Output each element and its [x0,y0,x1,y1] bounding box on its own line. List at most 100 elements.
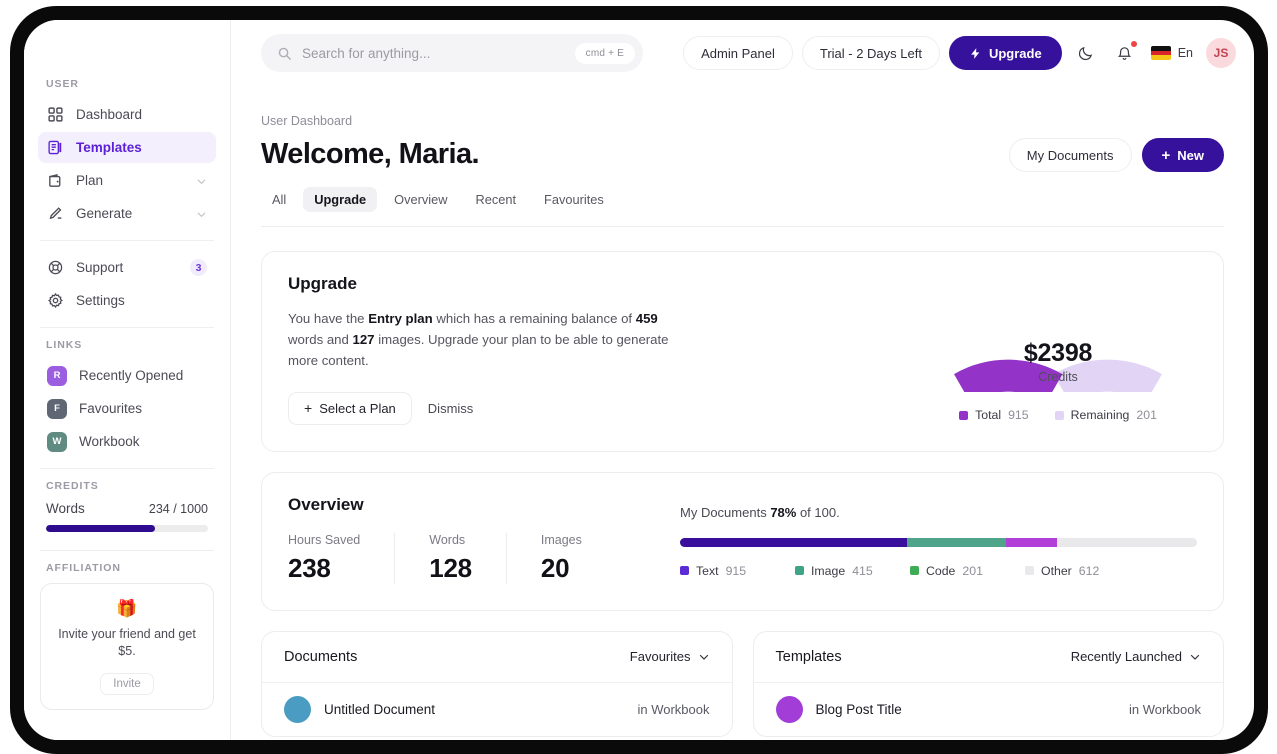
sidebar-link-recently-opened-label: Recently Opened [79,368,184,383]
legend-item-text: Text 915 [680,564,795,578]
sidebar-item-generate-label: Generate [76,206,133,221]
upgrade-text-2: which has a remaining balance of [432,311,636,326]
legend-item-other: Other 612 [1025,564,1140,578]
overview-card-left: Overview Hours Saved 238 Words 128 Image… [288,495,680,584]
admin-panel-button[interactable]: Admin Panel [683,36,793,70]
page-title: Welcome, Maria. [261,138,480,170]
credits-label: Words [46,501,85,516]
templates-filter-dropdown[interactable]: Recently Launched [1071,649,1201,664]
topbar-actions: Admin Panel Trial - 2 Days Left Upgrade [683,36,1236,70]
workbook-icon: W [47,431,67,452]
sidebar-item-generate[interactable]: Generate [38,198,216,229]
legend-value-image: 415 [852,563,873,578]
legend-label-code: Code [926,563,956,578]
sidebar-item-settings[interactable]: Settings [38,285,216,316]
chevron-down-icon [196,208,207,219]
overview-stats: Hours Saved 238 Words 128 Images 20 [288,532,680,584]
sidebar-item-plan[interactable]: Plan [38,165,216,196]
usage-segment-text [680,537,908,547]
bolt-icon [969,47,982,60]
breadcrumb: User Dashboard [261,114,353,128]
stat-hours-saved-label: Hours Saved [288,532,361,547]
legend-item-code: Code 201 [910,564,1025,578]
header-divider [261,226,1224,227]
sidebar-group-credits-label: CREDITS [46,480,99,492]
stat-images-label: Images [540,532,582,547]
grid-icon [47,106,64,123]
invite-button[interactable]: Invite [100,672,154,695]
stat-images: Images 20 [541,533,616,584]
dismiss-button[interactable]: Dismiss [427,400,474,416]
legend-item-remaining: Remaining 201 [1054,408,1157,422]
upgrade-images-count: 127 [352,331,375,347]
wallet-icon [47,172,64,189]
stat-hours-saved: Hours Saved 238 [288,532,396,584]
upgrade-card: Upgrade You have the Entry plan which ha… [261,251,1224,452]
template-avatar [775,695,803,723]
upgrade-words-count: 459 [635,311,658,326]
upgrade-card-title: Upgrade [288,274,357,293]
upgrade-card-actions: + Select a Plan Dismiss [288,391,688,425]
plus-icon: + [1161,146,1171,164]
sidebar-link-workbook[interactable]: W Workbook [38,426,216,457]
stat-images-value: 20 [540,552,570,583]
affiliation-card: 🎁 Invite your friend and get $5. Invite [40,583,214,710]
page-header-actions: My Documents + New [1008,138,1224,172]
credits-gauge-chart: $2398 Credits Total 915 Remaining [947,274,1169,422]
sidebar-item-templates-label: Templates [76,140,142,155]
plus-icon: + [304,400,313,417]
legend-value-remaining: 201 [1136,408,1157,422]
sidebar-group-user: USER Dashboard T [38,20,216,229]
upgrade-button[interactable]: Upgrade [948,36,1062,70]
document-location: in Workbook [637,701,710,717]
credits-progress-fill [46,525,155,532]
credits-value: 234 / 1000 [148,502,208,516]
notifications-button[interactable] [1110,38,1140,68]
sidebar-link-favourites-label: Favourites [79,401,143,416]
language-selector[interactable]: En [1150,46,1193,60]
chevron-down-icon [196,175,207,186]
bottom-cards: Documents Favourites Untitled Document i… [261,630,1224,737]
new-button[interactable]: + New [1141,138,1224,172]
sidebar-link-favourites[interactable]: F Favourites [38,393,216,424]
legend-item-total: Total 915 [959,408,1029,422]
credits-gauge-value: $2398 [1023,339,1093,367]
sidebar-link-recently-opened[interactable]: R Recently Opened [38,360,216,391]
sidebar-group-credits: CREDITS Words 234 / 1000 [38,480,216,532]
stat-words: Words 128 [429,532,507,584]
chevron-down-icon [1189,651,1201,663]
tab-favourites[interactable]: Favourites [544,192,604,207]
template-list-item[interactable]: Blog Post Title in Workbook [754,683,1224,736]
my-documents-button[interactable]: My Documents [1008,138,1132,172]
usage-text-2: of 100. [796,504,840,520]
credits-gauge-svg [954,359,1162,392]
trial-status-button[interactable]: Trial - 2 Days Left [801,36,940,70]
legend-label-text: Text [696,563,719,578]
select-a-plan-button[interactable]: + Select a Plan [288,391,412,425]
sidebar-group-support: Support 3 Settings [38,252,216,316]
search-shortcut-badge: cmd + E [574,42,635,64]
upgrade-text-4: images. Upgrade your plan to be able to … [288,331,669,368]
tab-overview[interactable]: Overview [394,192,448,207]
usage-percent: 78% [770,504,797,520]
templates-card: Templates Recently Launched Blog Post Ti… [752,630,1224,737]
document-avatar [284,695,311,723]
page-tabs: All Upgrade Overview Recent Favourites [261,187,1224,212]
tab-recent[interactable]: Recent [475,192,517,207]
tab-all[interactable]: All [272,192,287,207]
sidebar-item-support[interactable]: Support 3 [38,252,216,283]
sidebar-item-templates[interactable]: Templates [38,132,216,163]
documents-filter-dropdown[interactable]: Favourites [630,649,710,664]
document-list-item[interactable]: Untitled Document in Workbook [262,683,732,736]
search-bar[interactable]: cmd + E [261,34,643,72]
avatar[interactable]: JS [1206,38,1236,68]
sidebar-item-dashboard[interactable]: Dashboard [38,99,216,130]
tab-upgrade[interactable]: Upgrade [303,187,378,212]
sidebar-link-workbook-label: Workbook [79,434,140,449]
language-label: En [1177,46,1193,60]
affiliation-text: Invite your friend and get $5. [58,627,196,658]
credits-row: Words 234 / 1000 [38,501,216,516]
select-a-plan-label: Select a Plan [319,400,396,416]
search-input[interactable] [302,45,565,61]
dark-mode-toggle[interactable] [1071,38,1101,68]
